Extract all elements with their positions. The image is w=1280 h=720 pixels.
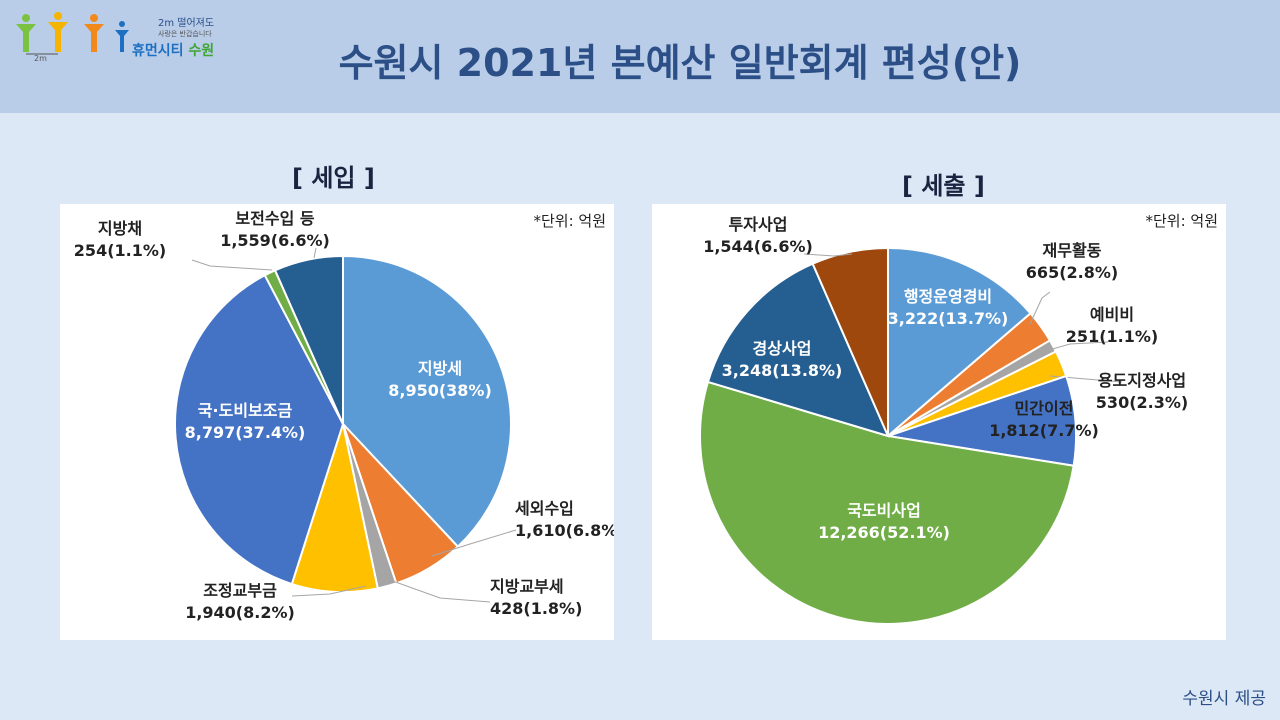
pie-slice-보전수입-등 xyxy=(273,254,344,425)
logo-tagline-2: 사랑은 반갑습니다 xyxy=(158,30,212,38)
revenue-unit-note: *단위: 억원 xyxy=(533,212,606,230)
leader-line-세외수입 xyxy=(431,529,517,557)
revenue-chart-panel: 지방세 8,950(38%) 세외수입 1,610(6.8%) 지방교부세 428(1.8… xyxy=(60,204,614,640)
slice-value-용도지정사업: 530(2.3%) xyxy=(1096,393,1188,412)
slice-value-지방세: 8,950(38%) xyxy=(388,381,492,400)
leader-line-예비비 xyxy=(1041,341,1109,353)
slice-value-지방교부세: 428(1.8%) xyxy=(490,599,582,618)
logo-name-part1: 휴먼시티 xyxy=(132,43,184,59)
pie-slice-행정운영경비 xyxy=(887,246,1032,439)
slice-value-예비비: 251(1.1%) xyxy=(1066,327,1158,346)
slice-label-지방세: 지방세 xyxy=(418,359,462,378)
slice-label-재무활동: 재무활동 xyxy=(1043,241,1102,260)
pie-slice-국-도비보조금 xyxy=(174,273,345,586)
people-figures-icon: 2m xyxy=(16,12,129,63)
revenue-section-title: [ 세입 ] xyxy=(292,164,375,192)
slice-label-국도비사업: 국도비사업 xyxy=(847,501,921,520)
slice-value-국도비사업: 12,266(52.1%) xyxy=(818,523,950,542)
slice-label-투자사업: 투자사업 xyxy=(729,215,788,234)
slice-label-예비비: 예비비 xyxy=(1090,305,1134,324)
slice-label-민간이전: 민간이전 xyxy=(1015,399,1074,418)
slice-value-경상사업: 3,248(13.8%) xyxy=(722,361,843,380)
leader-line-조정교부금 xyxy=(291,585,367,597)
slice-value-행정운영경비: 3,222(13.7%) xyxy=(888,309,1009,328)
pie-slice-투자사업 xyxy=(811,246,889,437)
slice-value-세외수입: 1,610(6.8%) xyxy=(515,521,614,540)
slice-value-투자사업: 1,544(6.6%) xyxy=(703,237,813,256)
source-credit: 수원시 제공 xyxy=(1182,689,1266,709)
slice-label-국-도비보조금: 국·도비보조금 xyxy=(198,401,293,420)
expenditure-unit-note: *단위: 억원 xyxy=(1145,212,1218,230)
leader-line-지방교부세 xyxy=(389,579,491,603)
slice-label-지방채: 지방채 xyxy=(98,219,142,238)
header-bar: 2m 2m 떨어져도 사랑은 반갑습니다 휴먼시티 수원 수원시 2021년 본… xyxy=(0,0,1280,113)
leader-line-지방채 xyxy=(191,259,273,271)
pie-slice-경상사업 xyxy=(706,262,890,438)
expenditure-section-title: [ 세출 ] xyxy=(902,172,985,200)
slice-value-민간이전: 1,812(7.7%) xyxy=(989,421,1099,440)
slice-value-보전수입-등: 1,559(6.6%) xyxy=(220,231,330,250)
logo-badge: 2m xyxy=(34,54,47,63)
expenditure-pie-chart: 행정운영경비 3,222(13.7%) 재무활동 665(2.8%) 예비비 251(1.… xyxy=(699,215,1188,625)
pie-slice-조정교부금 xyxy=(290,420,379,593)
slice-label-보전수입-등: 보전수입 등 xyxy=(235,209,314,228)
logo-name: 휴먼시티 수원 xyxy=(132,40,214,60)
slice-value-재무활동: 665(2.8%) xyxy=(1026,263,1118,282)
leader-line-투자사업 xyxy=(803,253,853,257)
slice-label-행정운영경비: 행정운영경비 xyxy=(904,287,992,306)
slice-label-지방교부세: 지방교부세 xyxy=(490,577,564,596)
slice-label-경상사업: 경상사업 xyxy=(753,339,812,358)
expenditure-chart-panel: 행정운영경비 3,222(13.7%) 재무활동 665(2.8%) 예비비 251(1.… xyxy=(652,204,1226,640)
page-title: 수원시 2021년 본예산 일반회계 편성(안) xyxy=(338,41,1022,85)
humancity-suwon-logo: 2m 2m 떨어져도 사랑은 반갑습니다 휴먼시티 수원 xyxy=(12,8,252,64)
leader-line-재무활동 xyxy=(1029,291,1051,325)
slice-label-용도지정사업: 용도지정사업 xyxy=(1098,371,1186,390)
slice-value-지방채: 254(1.1%) xyxy=(74,241,166,260)
slice-value-조정교부금: 1,940(8.2%) xyxy=(185,603,295,622)
slice-label-세외수입: 세외수입 xyxy=(515,499,574,518)
slice-value-국-도비보조금: 8,797(37.4%) xyxy=(185,423,306,442)
leader-line-보전수입-등 xyxy=(313,247,317,259)
slice-label-조정교부금: 조정교부금 xyxy=(203,581,277,600)
logo-name-part2: 수원 xyxy=(188,43,215,59)
pie-slice-국도비사업 xyxy=(699,380,1075,625)
pie-slice-지방세 xyxy=(342,254,512,549)
revenue-pie-chart: 지방세 8,950(38%) 세외수입 1,610(6.8%) 지방교부세 428(1.8… xyxy=(74,209,614,622)
logo-tagline-1: 2m 떨어져도 xyxy=(158,18,215,29)
